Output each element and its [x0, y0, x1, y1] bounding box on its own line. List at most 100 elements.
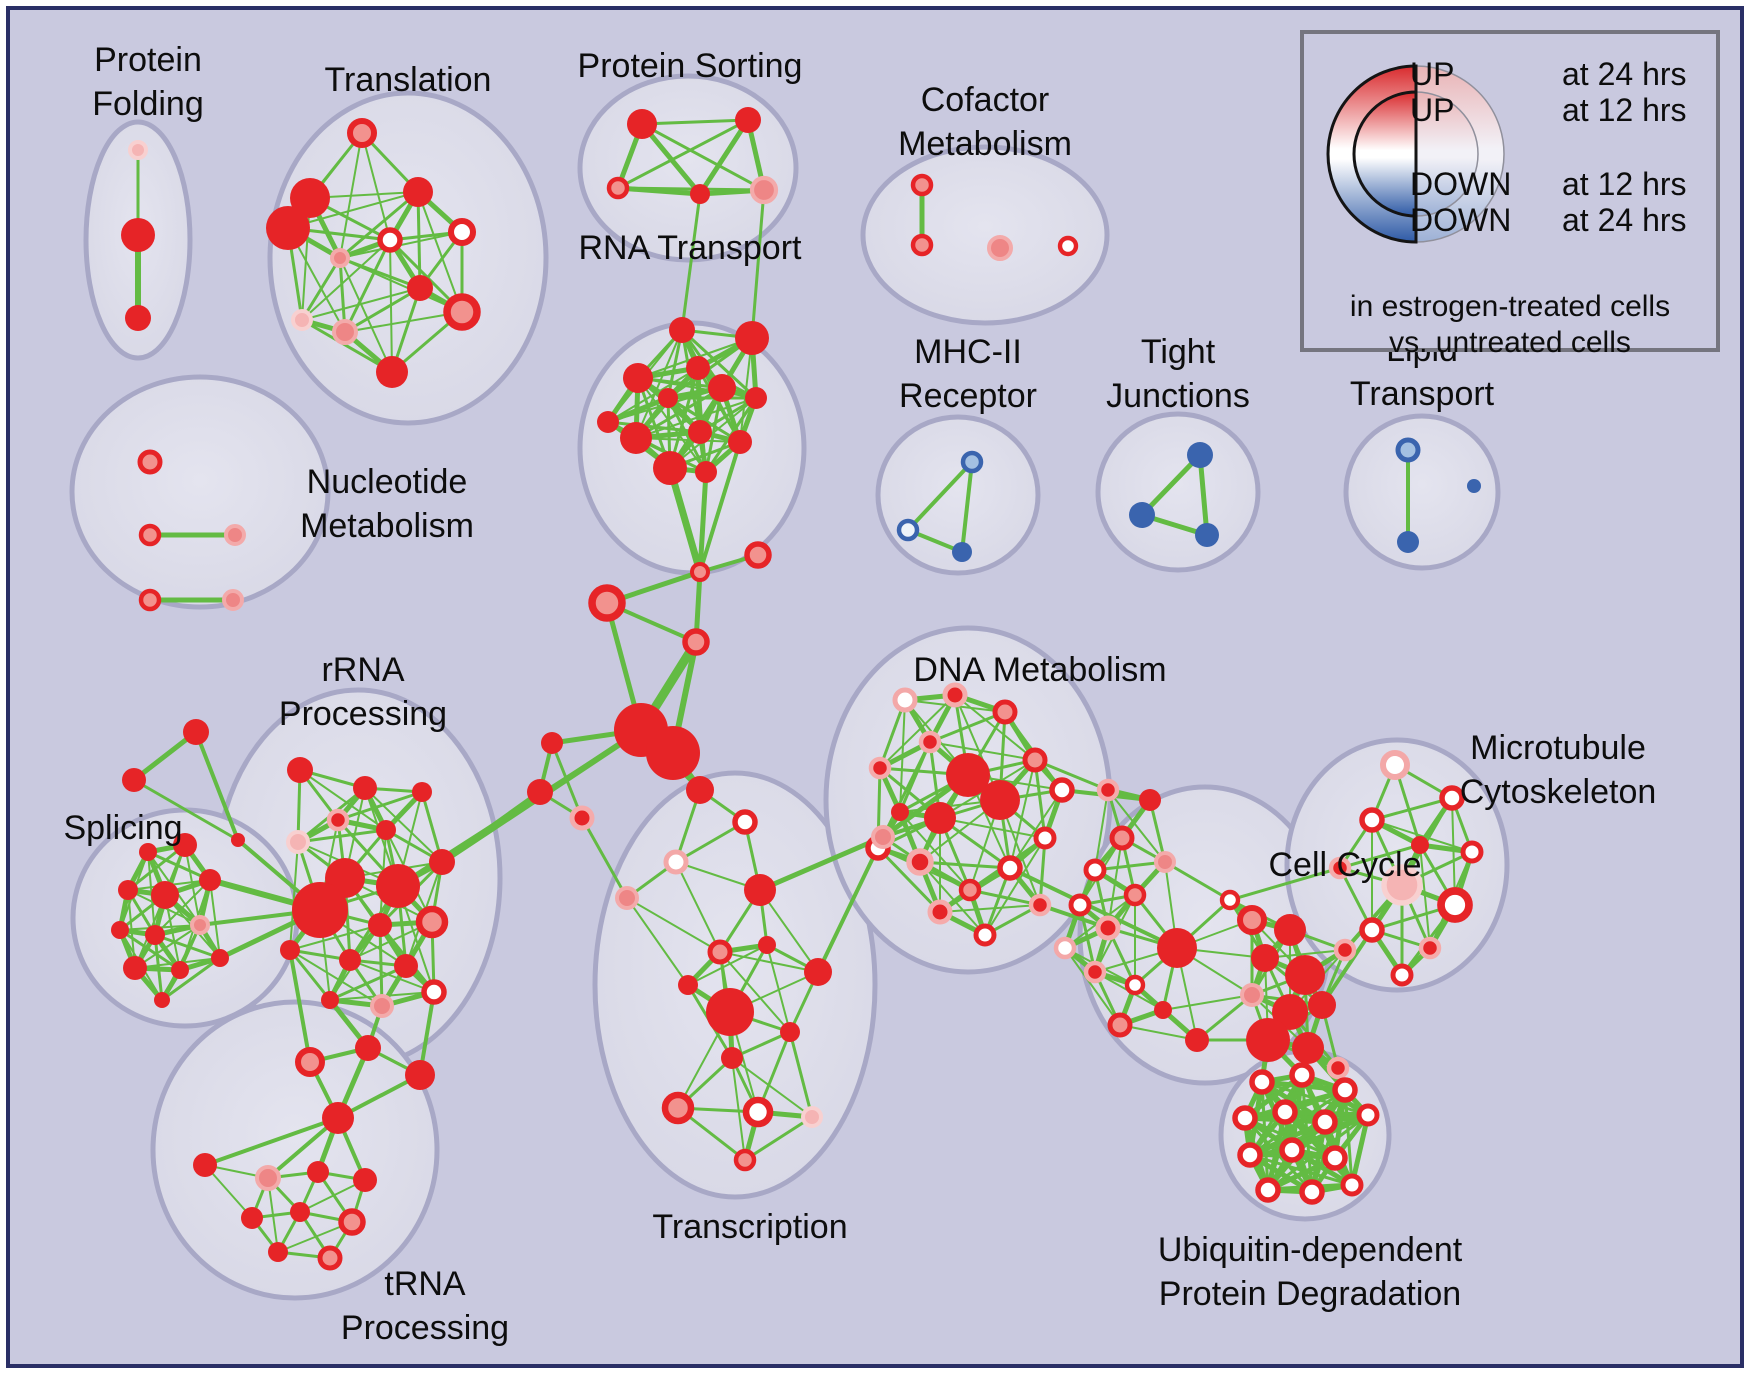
edge: [126, 843, 187, 892]
gene-node-r: [290, 178, 330, 218]
edge: [757, 834, 886, 893]
gene-node-p: [1154, 851, 1176, 873]
gene-node-r: [690, 184, 710, 204]
gene-node-rp: [1022, 747, 1048, 773]
edge: [750, 188, 766, 340]
cluster-label-transcription: Transcription: [652, 1205, 847, 1249]
edge: [1228, 866, 1342, 902]
gene-node-pr: [918, 730, 942, 754]
gene-node-r: [139, 843, 157, 861]
edge: [697, 469, 709, 575]
cluster-label-nucleotide-metabolism: Nucleotide Metabolism: [300, 460, 474, 548]
gene-node-pw: [892, 687, 918, 713]
gene-node-lp: [291, 309, 313, 331]
gene-node-pw: [663, 849, 689, 875]
edge: [1419, 844, 1431, 949]
gene-node-r: [376, 864, 420, 908]
cluster-label-line: Tight: [1140, 333, 1216, 371]
edge: [296, 828, 388, 844]
edge: [344, 311, 463, 333]
cluster-label-line: Protein Degradation: [1158, 1275, 1462, 1313]
gene-node-r: [527, 779, 553, 805]
gene-node-r: [1292, 1032, 1324, 1064]
gene-node-w: [1390, 963, 1414, 987]
edge: [349, 959, 435, 993]
gene-node-p: [871, 825, 895, 849]
gene-node-r: [669, 317, 695, 343]
gene-node-rp: [588, 584, 626, 622]
legend-box: UP at 24 hrs UP at 12 hrs DOWN at 12 hrs DOWN a…: [1300, 30, 1720, 359]
gene-node-pr: [1096, 778, 1120, 802]
edge: [1371, 819, 1473, 853]
gene-node-r: [745, 387, 767, 409]
cluster-label-line: Cofactor: [920, 81, 1050, 119]
edge: [881, 740, 932, 839]
legend-direction-label: DOWN: [1410, 166, 1512, 202]
edge: [680, 328, 758, 400]
edge: [1093, 860, 1167, 872]
gene-node-r: [706, 988, 754, 1036]
legend-time-label: at 24 hrs: [1562, 202, 1687, 238]
gene-node-r: [946, 753, 990, 797]
gene-node-lp: [1381, 864, 1423, 906]
edge: [160, 956, 222, 1002]
cluster-label-translation: Translation: [325, 58, 492, 102]
gene-node-rp: [138, 523, 162, 547]
gene-node-w: [1279, 1137, 1305, 1163]
gene-node-r: [686, 356, 710, 380]
legend-time-label: at 12 hrs: [1562, 92, 1687, 128]
gene-node-r: [1274, 914, 1306, 946]
gene-node-r: [891, 803, 909, 821]
edge: [635, 397, 757, 439]
legend-direction-label: DOWN: [1410, 202, 1512, 238]
gene-node-p: [332, 319, 358, 345]
gene-node-p: [190, 915, 210, 935]
gene-node-r: [735, 321, 769, 355]
edge: [209, 879, 221, 959]
edge: [338, 190, 420, 260]
gene-node-rp: [910, 233, 934, 257]
gene-node-r: [368, 913, 392, 937]
cluster-label-splicing: Splicing: [63, 806, 182, 850]
gene-node-rp: [295, 1047, 325, 1077]
gene-node-r: [597, 411, 619, 433]
gene-node-rp: [992, 699, 1018, 725]
cluster-label-cell-cycle: Cell Cycle: [1268, 843, 1421, 887]
edge: [697, 117, 751, 197]
gene-node-w: [1272, 1099, 1298, 1125]
edge: [416, 190, 422, 290]
gene-node-w: [1439, 785, 1465, 811]
gene-node-r: [688, 420, 712, 444]
gene-node-r: [735, 107, 761, 133]
cluster-label-rrna-processing: rRNA Processing: [279, 648, 447, 736]
gene-node-r: [403, 177, 433, 207]
edge: [194, 730, 240, 842]
gene-node-pr: [1083, 960, 1107, 984]
edge: [1370, 796, 1454, 822]
cluster-ellipse-tight-junctions: [1095, 411, 1261, 573]
figure-layer: Protein Folding Translation Protein Sorting…: [10, 10, 1740, 1364]
cluster-label-line: DNA Metabolism: [913, 651, 1167, 689]
gene-node-rp: [1123, 883, 1147, 907]
gene-node-rp: [443, 293, 481, 331]
gene-node-w: [1460, 840, 1484, 864]
gene-node-r: [241, 1207, 263, 1229]
gene-node-p: [987, 235, 1013, 261]
cluster-label-line: Receptor: [899, 377, 1037, 415]
gene-node-r: [658, 388, 678, 408]
cluster-ellipse-nucleotide-metabolism: [69, 374, 331, 610]
edge: [687, 944, 768, 986]
cluster-label-line: Metabolism: [300, 507, 474, 545]
edge: [626, 897, 689, 986]
gene-node-p: [255, 1165, 281, 1191]
gene-node-w: [377, 227, 403, 253]
cluster-label-line: rRNA: [321, 651, 405, 689]
gene-node-r: [1272, 994, 1308, 1030]
gene-node-p: [749, 175, 779, 205]
gene-node-r: [1185, 1028, 1209, 1052]
gene-node-r: [653, 451, 687, 485]
gene-node-w: [1359, 917, 1385, 943]
gene-node-bl: [1395, 437, 1421, 463]
cluster-label-line: Nucleotide: [306, 463, 468, 501]
gene-node-r: [407, 275, 433, 301]
